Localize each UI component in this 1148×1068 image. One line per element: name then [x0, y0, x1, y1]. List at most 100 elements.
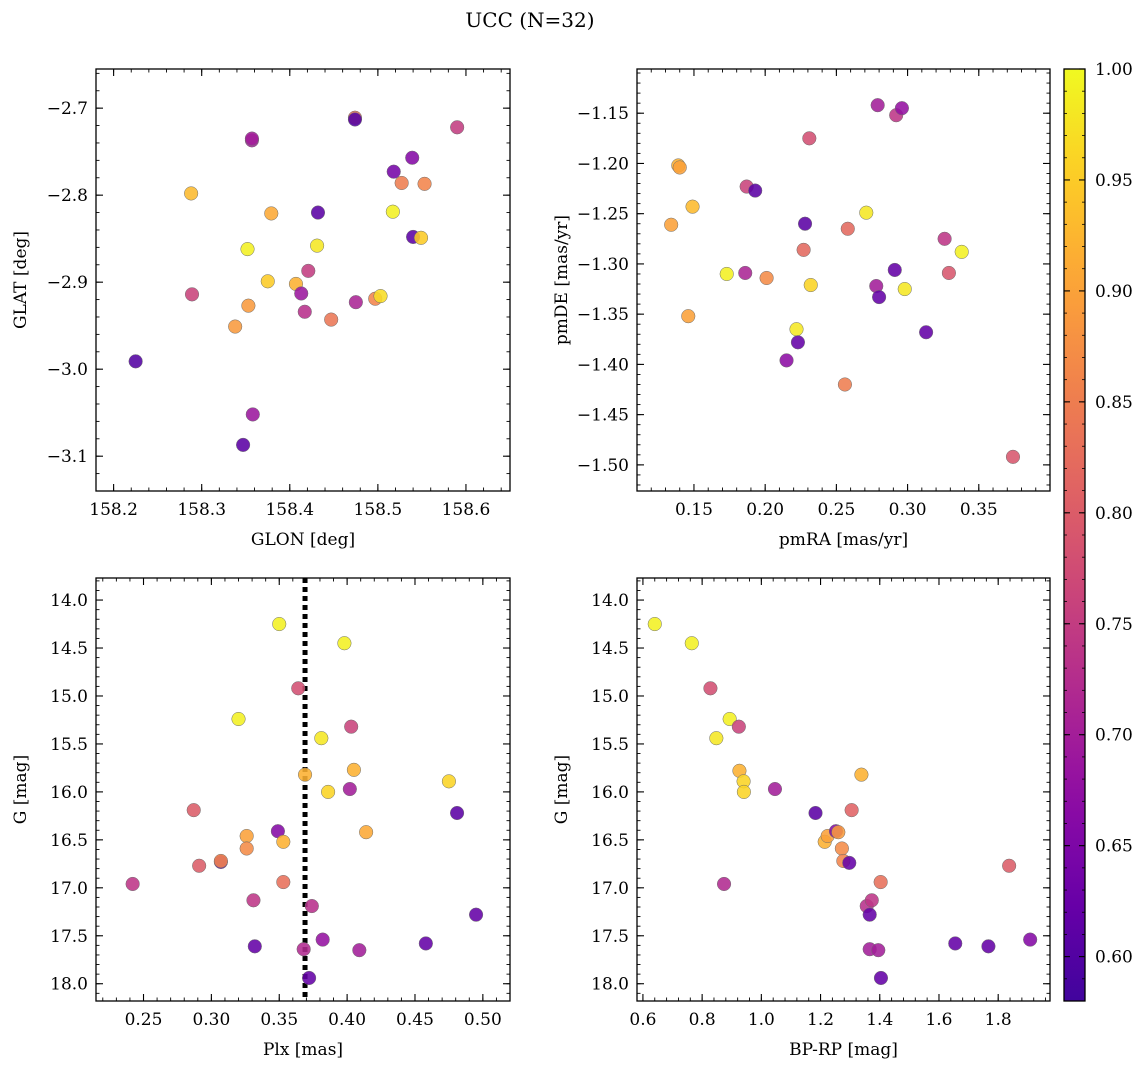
- axis-ticks: [96, 578, 511, 1001]
- plot-frame: [636, 577, 1051, 1002]
- data-point: [450, 805, 465, 821]
- data-point: [954, 244, 969, 259]
- data-point: [685, 199, 700, 214]
- data-point: [240, 242, 255, 257]
- x-tick-label: 0.35: [260, 1010, 298, 1030]
- data-point: [803, 277, 818, 293]
- colorbar: 0.60 0.65 0.70 0.75 0.80 0.85 0.90 0.95 1.00: [1063, 60, 1133, 1002]
- data-point: [441, 774, 456, 789]
- data-point: [385, 204, 400, 219]
- data-point: [854, 767, 869, 782]
- y-tick-label: 16.0: [591, 783, 629, 803]
- y-tick-label: 15.0: [50, 687, 88, 707]
- data-point: [291, 681, 306, 696]
- colorbar-tick-label: 0.95: [1095, 171, 1133, 191]
- y-tick-label: 14.5: [591, 639, 629, 659]
- data-point: [450, 120, 465, 135]
- data-point: [346, 762, 361, 777]
- figure-title: UCC (N=32): [465, 8, 594, 32]
- colorbar-tick-label: 0.70: [1095, 726, 1133, 746]
- y-tick-label: 16.0: [50, 783, 88, 803]
- data-point: [236, 437, 251, 452]
- data-point: [247, 939, 262, 954]
- x-tick-label: 158.2: [89, 500, 138, 520]
- x-tick-label: 158.3: [177, 500, 226, 520]
- x-tick-label: 0.30: [889, 500, 927, 520]
- axis-ticks: [636, 69, 1051, 491]
- data-point: [864, 893, 879, 908]
- data-points: [125, 616, 484, 986]
- data-point: [887, 262, 902, 278]
- y-tick-label: −1.35: [577, 305, 629, 325]
- scatter-panel-4: 0.6 0.8 1.0 1.2 1.4 1.6 1.8 14.0 14.5 15.0 15.5 16.…: [552, 577, 1051, 1060]
- data-point: [919, 325, 934, 340]
- data-point: [1005, 449, 1021, 464]
- data-point: [767, 781, 783, 797]
- data-point: [808, 805, 823, 821]
- data-point: [859, 205, 874, 220]
- axis-ticks: [637, 578, 1050, 1001]
- axis-ticks: [95, 69, 510, 492]
- data-point: [315, 932, 330, 947]
- data-point: [897, 281, 912, 297]
- data-point: [405, 150, 420, 165]
- data-point: [301, 263, 316, 278]
- data-point: [337, 636, 352, 651]
- data-point: [310, 205, 326, 220]
- data-point: [716, 876, 732, 892]
- x-tick-label: 0.15: [675, 500, 713, 520]
- x-tick-label: 0.25: [125, 1010, 163, 1030]
- x-tick-label: 1.2: [807, 1010, 834, 1030]
- data-point: [790, 335, 805, 350]
- y-tick-label: 17.5: [591, 927, 629, 947]
- data-point: [469, 907, 484, 922]
- colorbar-tick-label: 0.75: [1095, 615, 1133, 635]
- data-point: [324, 312, 339, 327]
- data-point: [894, 101, 909, 116]
- data-point: [184, 287, 200, 302]
- data-point: [840, 221, 855, 236]
- data-point: [321, 784, 336, 799]
- x-tick-label: 1.0: [748, 1010, 775, 1030]
- data-point: [837, 377, 852, 392]
- data-point: [873, 875, 888, 890]
- x-tick-label: 158.5: [354, 500, 403, 520]
- x-tick-label: 1.6: [925, 1010, 952, 1030]
- data-point: [719, 266, 734, 282]
- data-point: [1002, 858, 1017, 873]
- data-point: [228, 319, 243, 334]
- y-tick-label: 18.0: [591, 975, 629, 995]
- y-tick-label: 14.0: [591, 591, 629, 611]
- plot-frame: [95, 68, 511, 492]
- data-point: [231, 711, 246, 727]
- y-tick-label: 14.0: [50, 591, 88, 611]
- data-point: [862, 907, 877, 922]
- data-point: [297, 304, 312, 319]
- data-point: [246, 893, 261, 908]
- data-point: [260, 274, 275, 289]
- data-point: [348, 295, 363, 310]
- data-point: [304, 898, 319, 914]
- y-tick-label: 16.5: [50, 831, 88, 851]
- y-tick-label: 18.0: [50, 975, 88, 995]
- data-point: [302, 970, 317, 986]
- data-point: [276, 875, 291, 890]
- scatter-panel-2: 0.15 0.20 0.25 0.30 0.35 −1.50 −1.45 −1.40 −1.35…: [552, 68, 1051, 550]
- data-point: [796, 242, 811, 257]
- x-tick-label: 158.4: [265, 500, 314, 520]
- x-axis-label: GLON [deg]: [251, 530, 355, 550]
- data-point: [394, 175, 409, 191]
- data-point: [759, 270, 774, 286]
- y-tick-label: −2.8: [47, 186, 88, 206]
- plot-frame: [636, 68, 1051, 492]
- y-tick-label: −1.20: [577, 154, 629, 174]
- y-tick-label: 15.5: [50, 735, 88, 755]
- data-point: [722, 711, 737, 727]
- y-tick-label: 17.5: [50, 927, 88, 947]
- data-point: [937, 231, 952, 246]
- data-point: [241, 298, 256, 313]
- data-point: [709, 731, 724, 746]
- data-point: [296, 942, 311, 957]
- x-tick-label: 0.20: [746, 500, 784, 520]
